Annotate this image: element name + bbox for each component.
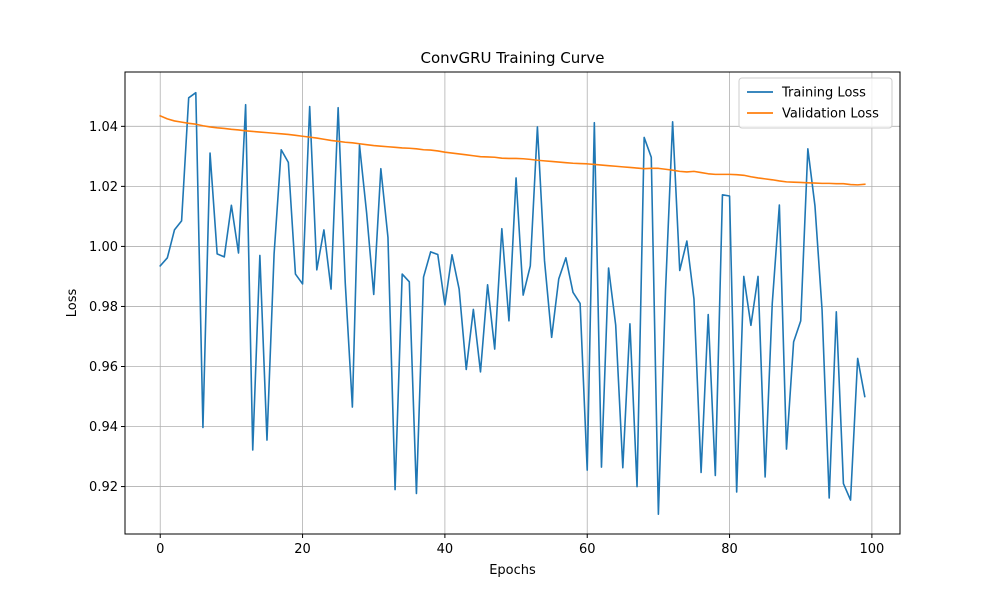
series-line-validation-loss [159, 114, 866, 186]
x-tick-label: 20 [294, 542, 311, 557]
series-layer [159, 91, 866, 515]
x-axis-label: Epochs [489, 563, 536, 578]
legend-entry-label: Training Loss [781, 86, 866, 101]
plot-area [125, 72, 900, 534]
chart-title: ConvGRU Training Curve [420, 49, 604, 67]
x-tick-label: 80 [721, 542, 738, 557]
legend: Training Loss Validation Loss [738, 77, 893, 129]
x-tick-label: 0 [156, 542, 164, 557]
plot-frame [124, 71, 901, 535]
x-tick-label: 60 [579, 542, 596, 557]
y-axis-label: Loss [65, 289, 80, 318]
legend-box [738, 77, 893, 129]
y-tick-label: 1.04 [89, 120, 118, 135]
y-tick-label: 1.02 [89, 180, 118, 195]
series-line-training-loss [159, 91, 866, 515]
x-tick-label: 40 [437, 542, 454, 557]
y-tick-label: 0.96 [89, 360, 118, 375]
y-tick-label: 0.92 [89, 480, 118, 495]
y-axis-ticks: 0.92 0.94 0.96 0.98 1.00 1.02 1.04 [89, 120, 125, 495]
y-tick-label: 0.94 [89, 420, 118, 435]
y-tick-label: 0.98 [89, 300, 118, 315]
legend-entry-label: Validation Loss [782, 107, 879, 122]
y-tick-label: 1.00 [89, 240, 118, 255]
x-axis-ticks: 0 20 40 60 80 100 [156, 534, 884, 557]
x-tick-label: 100 [859, 542, 884, 557]
